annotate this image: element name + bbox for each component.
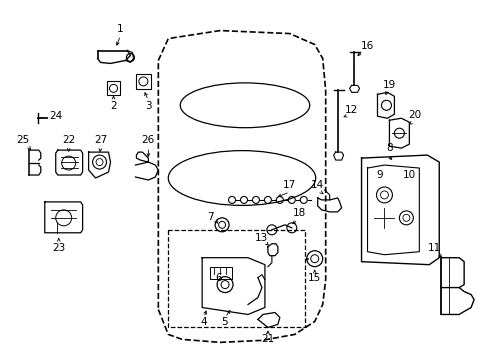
Text: 1: 1 [117, 24, 123, 33]
Text: 18: 18 [293, 208, 306, 218]
Text: 21: 21 [261, 334, 274, 345]
Text: 15: 15 [307, 273, 321, 283]
Bar [106, 81, 120, 95]
Text: 26: 26 [142, 135, 155, 145]
Text: 9: 9 [375, 170, 382, 180]
Text: 19: 19 [382, 80, 395, 90]
Text: 12: 12 [344, 105, 358, 115]
Text: 20: 20 [407, 110, 420, 120]
Text: 13: 13 [255, 233, 268, 243]
Text: 5: 5 [220, 318, 227, 328]
Text: 27: 27 [94, 135, 107, 145]
Text: 8: 8 [386, 143, 392, 153]
Text: 7: 7 [206, 212, 213, 222]
Text: 25: 25 [16, 135, 29, 145]
Bar [210, 267, 232, 279]
Text: 10: 10 [402, 170, 415, 180]
Text: 4: 4 [201, 318, 207, 328]
Text: 2: 2 [110, 101, 117, 111]
Text: 3: 3 [145, 101, 151, 111]
Text: 14: 14 [310, 180, 324, 190]
Text: 23: 23 [52, 243, 65, 253]
Text: 16: 16 [360, 41, 373, 50]
Text: 22: 22 [62, 135, 75, 145]
Text: 24: 24 [49, 111, 62, 121]
Text: 6: 6 [214, 273, 221, 283]
Text: 11: 11 [427, 243, 440, 253]
Bar [136, 75, 151, 89]
Text: 17: 17 [283, 180, 296, 190]
